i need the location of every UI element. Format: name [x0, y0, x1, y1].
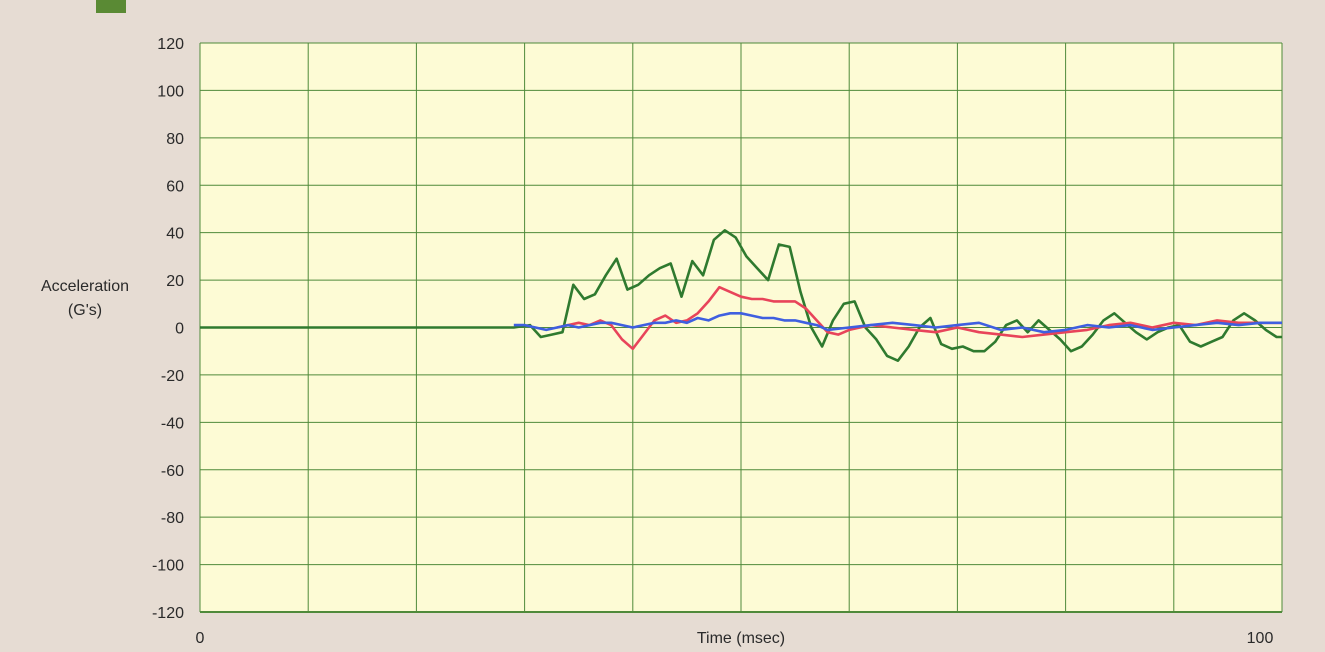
y-tick-label: 0	[175, 321, 184, 338]
y-tick-label: -20	[161, 368, 184, 385]
y-tick-label: 40	[166, 226, 184, 243]
y-tick-label: -120	[152, 605, 184, 622]
y-tick-label: -80	[161, 510, 184, 527]
y-tick-label: -100	[152, 558, 184, 575]
series-line-3	[513, 311, 1282, 334]
series-layer	[200, 229, 1282, 363]
series-line-2	[556, 285, 1282, 351]
y-tick-label: -60	[161, 463, 184, 480]
y-tick-label: 60	[166, 178, 184, 195]
y-tick-label: -40	[161, 415, 184, 432]
x-tick-label: 100	[1247, 630, 1274, 647]
y-tick-label: 100	[157, 83, 184, 100]
x-axis-label: Time (msec)	[697, 630, 785, 647]
y-axis-label-line-1: Acceleration	[41, 278, 129, 295]
y-tick-labels: 120 100 80 60 40 20 0 -20 -40 -60 -80 -100 -120	[152, 36, 184, 622]
x-tick-label: 0	[196, 630, 205, 647]
y-tick-label: 20	[166, 273, 184, 290]
series-line-1	[200, 229, 1282, 363]
y-axis-label-line-2: (G's)	[68, 302, 102, 319]
header-badge	[96, 0, 126, 13]
y-tick-label: 80	[166, 131, 184, 148]
y-tick-label: 120	[157, 36, 184, 53]
x-tick-labels: 0 100	[196, 630, 1274, 647]
